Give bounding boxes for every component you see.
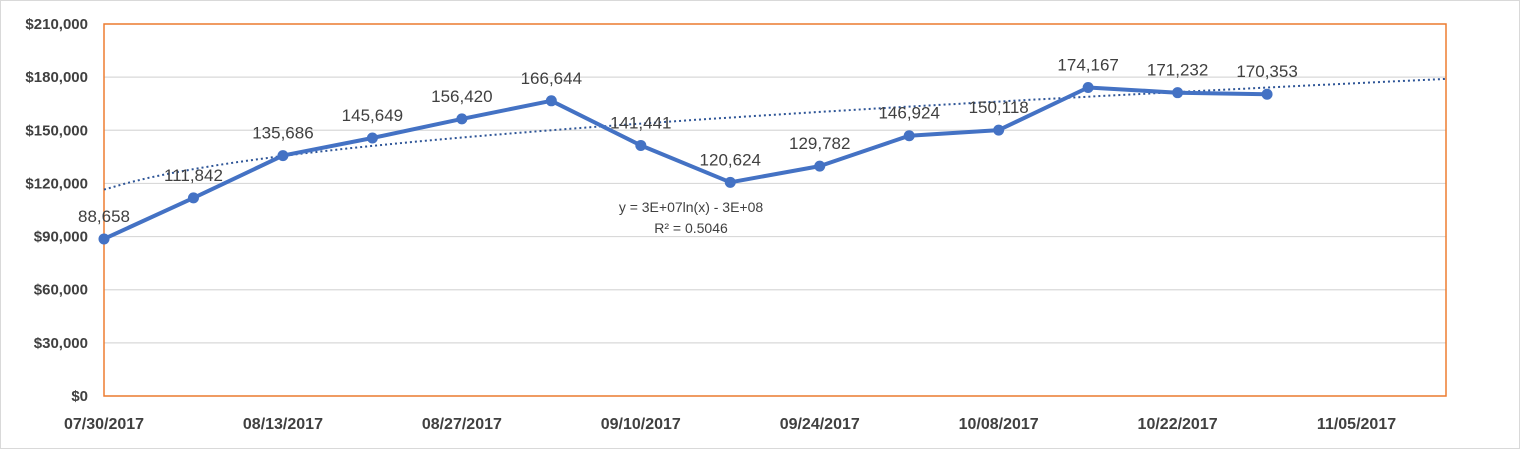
gridlines xyxy=(104,23,1446,397)
data-label: 156,420 xyxy=(431,87,492,106)
x-tick-label: 07/30/2017 xyxy=(64,416,144,433)
data-label: 170,353 xyxy=(1236,62,1297,81)
y-tick-label: $60,000 xyxy=(34,282,88,299)
data-point xyxy=(724,176,736,188)
x-tick-label: 10/22/2017 xyxy=(1138,416,1218,433)
data-label: 135,686 xyxy=(252,124,313,143)
data-point xyxy=(1082,81,1094,93)
data-points xyxy=(98,81,1273,245)
data-label: 88,658 xyxy=(78,207,130,226)
data-label: 171,232 xyxy=(1147,61,1208,80)
data-point xyxy=(277,150,289,162)
data-point xyxy=(1172,87,1184,99)
data-point xyxy=(814,160,826,172)
series-line xyxy=(102,85,1270,241)
x-tick-label: 10/08/2017 xyxy=(959,416,1039,433)
data-point xyxy=(1261,88,1273,100)
data-point xyxy=(993,124,1005,136)
data-label: 111,842 xyxy=(164,166,223,185)
y-tick-label: $180,000 xyxy=(25,69,88,86)
trendline xyxy=(103,77,1447,191)
plot-area-border xyxy=(103,23,1447,397)
x-tick-label: 09/24/2017 xyxy=(780,416,860,433)
y-tick-label: $90,000 xyxy=(34,229,88,246)
x-axis-tick-labels: 07/30/2017 08/13/2017 08/27/2017 09/10/2017… xyxy=(64,416,1396,433)
data-point xyxy=(635,139,647,151)
data-point xyxy=(456,113,468,125)
data-label: 145,649 xyxy=(342,106,403,125)
data-label: 146,924 xyxy=(878,104,939,123)
data-point xyxy=(187,192,199,204)
y-tick-label: $30,000 xyxy=(34,335,88,352)
x-tick-label: 11/05/2017 xyxy=(1317,416,1396,433)
y-tick-label: $150,000 xyxy=(25,122,88,139)
data-label: 150,118 xyxy=(969,98,1029,117)
trendline-equation: y = 3E+07ln(x) - 3E+08 xyxy=(619,199,764,215)
data-label: 129,782 xyxy=(789,134,850,153)
data-point xyxy=(366,132,378,144)
data-label: 120,624 xyxy=(700,150,761,169)
data-label: 141,441 xyxy=(610,113,671,132)
data-point xyxy=(545,95,557,107)
data-label: 174,167 xyxy=(1057,55,1118,74)
trendline-r-squared: R² = 0.5046 xyxy=(654,220,728,236)
y-tick-label: $0 xyxy=(71,388,88,405)
x-tick-label: 09/10/2017 xyxy=(601,416,681,433)
y-axis-tick-labels: $0 $30,000 $60,000 $90,000 $120,000 $150,000 $… xyxy=(25,16,88,405)
data-labels: 88,658 111,842 135,686 145,649 156,420 166,64… xyxy=(78,55,1298,225)
data-label: 166,644 xyxy=(521,69,582,88)
data-point xyxy=(903,130,915,142)
y-tick-label: $120,000 xyxy=(25,175,88,192)
data-point xyxy=(98,233,110,245)
x-tick-label: 08/13/2017 xyxy=(243,416,323,433)
x-tick-label: 08/27/2017 xyxy=(422,416,502,433)
y-tick-label: $210,000 xyxy=(25,16,88,33)
